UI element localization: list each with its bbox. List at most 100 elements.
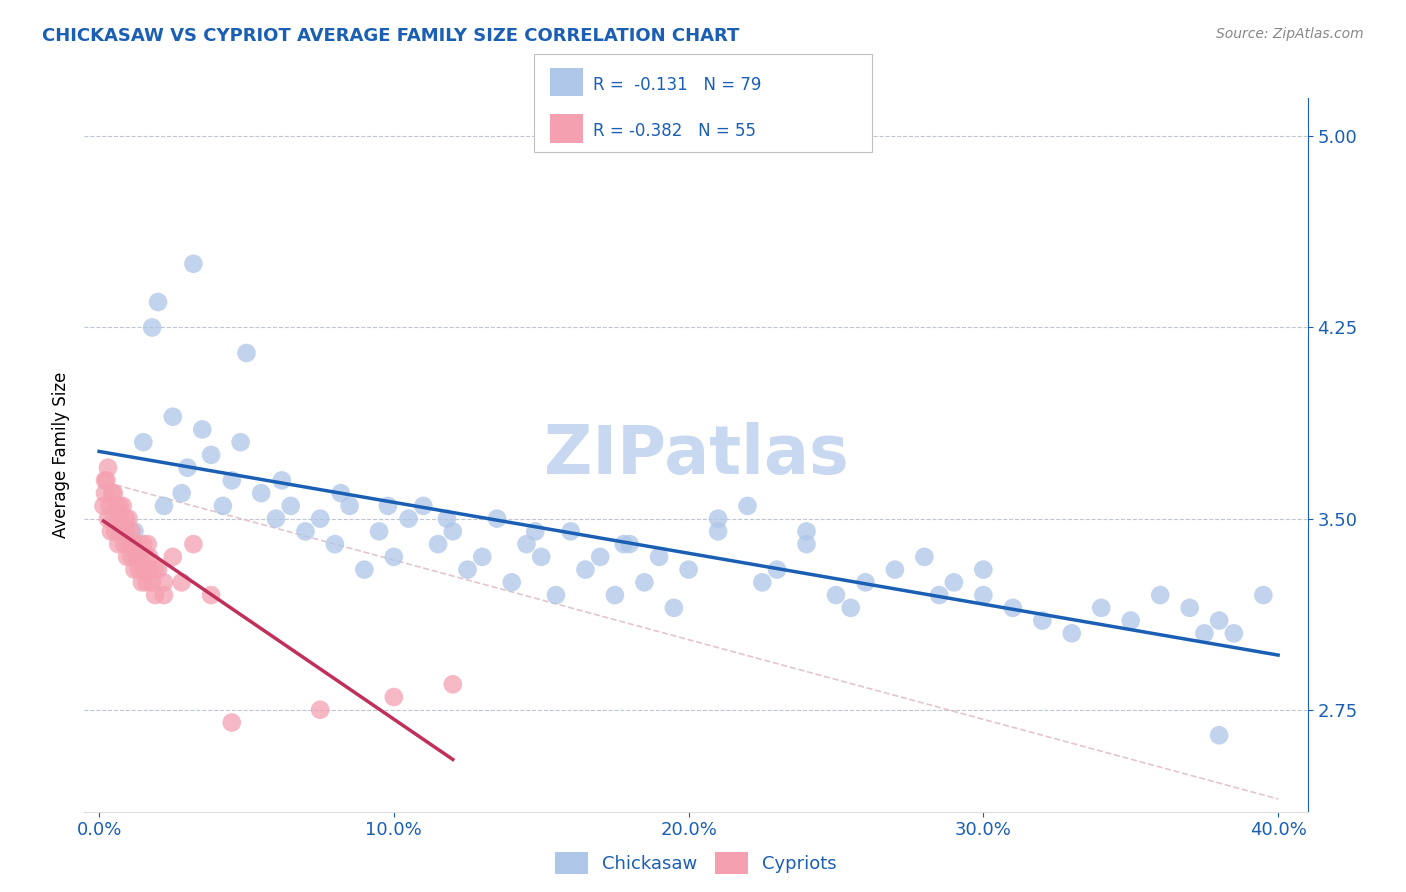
Point xyxy=(153,588,176,602)
Point xyxy=(1090,600,1112,615)
Point xyxy=(619,537,641,551)
Point xyxy=(111,499,134,513)
Point xyxy=(122,537,145,551)
Point xyxy=(589,549,612,564)
Point xyxy=(368,524,391,539)
Text: Source: ZipAtlas.com: Source: ZipAtlas.com xyxy=(1216,27,1364,41)
Point xyxy=(662,600,685,615)
Point xyxy=(678,563,700,577)
Point xyxy=(124,524,146,539)
Point xyxy=(839,600,862,615)
Point xyxy=(221,474,243,488)
Point xyxy=(412,499,434,513)
Point xyxy=(382,549,405,564)
Point xyxy=(112,537,135,551)
Point xyxy=(134,549,156,564)
Point xyxy=(294,524,316,539)
Point xyxy=(94,474,117,488)
Point xyxy=(250,486,273,500)
Point xyxy=(103,511,125,525)
Point xyxy=(353,563,375,577)
Point xyxy=(1178,600,1201,615)
Text: R = -0.382   N = 55: R = -0.382 N = 55 xyxy=(593,122,756,140)
Point xyxy=(191,422,214,436)
Text: R =  -0.131   N = 79: R = -0.131 N = 79 xyxy=(593,76,762,94)
Point xyxy=(176,460,198,475)
Point xyxy=(485,511,508,525)
Point xyxy=(153,575,176,590)
Point xyxy=(114,511,136,525)
Point xyxy=(398,511,420,525)
Point xyxy=(127,537,149,551)
Point xyxy=(170,575,193,590)
Point xyxy=(928,588,950,602)
Point xyxy=(707,524,730,539)
Point xyxy=(436,511,458,525)
Point xyxy=(1060,626,1083,640)
Point xyxy=(309,703,332,717)
Point xyxy=(108,511,131,525)
Point xyxy=(103,486,125,500)
Point xyxy=(613,537,636,551)
Point xyxy=(125,549,148,564)
Point xyxy=(183,537,205,551)
Point xyxy=(329,486,352,500)
Point xyxy=(114,524,136,539)
Point xyxy=(162,549,184,564)
Point xyxy=(124,563,146,577)
Point xyxy=(796,524,818,539)
Point xyxy=(135,575,157,590)
Point xyxy=(912,549,935,564)
Point xyxy=(235,346,257,360)
Point xyxy=(141,320,163,334)
Legend: Chickasaw, Cypriots: Chickasaw, Cypriots xyxy=(548,845,844,881)
Point xyxy=(107,537,129,551)
Point xyxy=(339,499,361,513)
Point xyxy=(110,524,132,539)
Point xyxy=(229,435,252,450)
Point xyxy=(146,563,169,577)
Point xyxy=(121,549,143,564)
Point xyxy=(648,549,671,564)
Point xyxy=(1119,614,1142,628)
Point xyxy=(1031,614,1053,628)
Point xyxy=(972,563,994,577)
Point xyxy=(1208,728,1230,742)
Point xyxy=(94,486,117,500)
Point xyxy=(441,677,464,691)
Point xyxy=(884,563,907,577)
Point xyxy=(457,563,479,577)
Point xyxy=(93,499,115,513)
Point xyxy=(131,575,153,590)
Point xyxy=(544,588,567,602)
Point xyxy=(138,549,160,564)
Point xyxy=(96,474,118,488)
Point xyxy=(183,257,205,271)
Point xyxy=(143,563,166,577)
Point xyxy=(309,511,332,525)
Point xyxy=(270,474,292,488)
Point xyxy=(98,499,121,513)
Point xyxy=(796,537,818,551)
Point xyxy=(751,575,773,590)
Point xyxy=(170,486,193,500)
Point xyxy=(1001,600,1024,615)
Point xyxy=(707,511,730,525)
Point xyxy=(128,563,150,577)
Point xyxy=(855,575,877,590)
Point xyxy=(766,563,789,577)
Point xyxy=(471,549,494,564)
Text: CHICKASAW VS CYPRIOT AVERAGE FAMILY SIZE CORRELATION CHART: CHICKASAW VS CYPRIOT AVERAGE FAMILY SIZE… xyxy=(42,27,740,45)
Point xyxy=(132,435,155,450)
Point xyxy=(117,511,139,525)
Point xyxy=(1223,626,1246,640)
Point xyxy=(515,537,537,551)
Point xyxy=(1208,614,1230,628)
Point xyxy=(942,575,965,590)
Point xyxy=(323,537,346,551)
Point xyxy=(100,524,122,539)
Y-axis label: Average Family Size: Average Family Size xyxy=(52,372,70,538)
Point xyxy=(212,499,235,513)
Point xyxy=(136,537,159,551)
Point xyxy=(524,524,547,539)
